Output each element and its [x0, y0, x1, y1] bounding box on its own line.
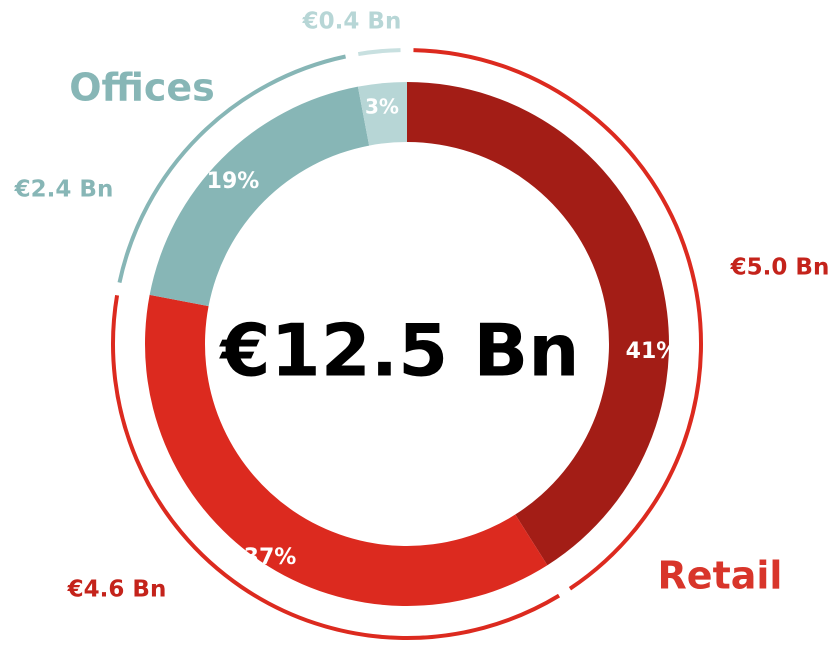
outer-arc [413, 48, 703, 591]
value-label: 19% [207, 169, 260, 194]
wedges [111, 48, 703, 640]
value-label: 3% [365, 95, 399, 119]
wedge [357, 82, 407, 146]
amount-label: €4.6 Bn [67, 577, 167, 603]
wedge [407, 82, 669, 566]
outer-arc [117, 54, 346, 283]
wedge [145, 294, 548, 606]
amount-label: €5.0 Bn [730, 255, 830, 281]
value-label: 37% [244, 545, 297, 570]
labels: 41% 37% 19% 3% €5.0 Bn €4.6 Bn €2.4 Bn €0.4 Bn R… [14, 9, 830, 603]
outer-arc [357, 48, 401, 57]
value-label: 41% [626, 339, 679, 364]
amount-label: €2.4 Bn [14, 177, 114, 203]
group-label: Offices [69, 66, 215, 110]
outer-arc [111, 294, 561, 640]
center-label: €12.5 Bn [219, 309, 580, 393]
group-label: Retail [658, 554, 783, 598]
amount-label: €0.4 Bn [302, 9, 402, 35]
wedge [149, 86, 370, 307]
